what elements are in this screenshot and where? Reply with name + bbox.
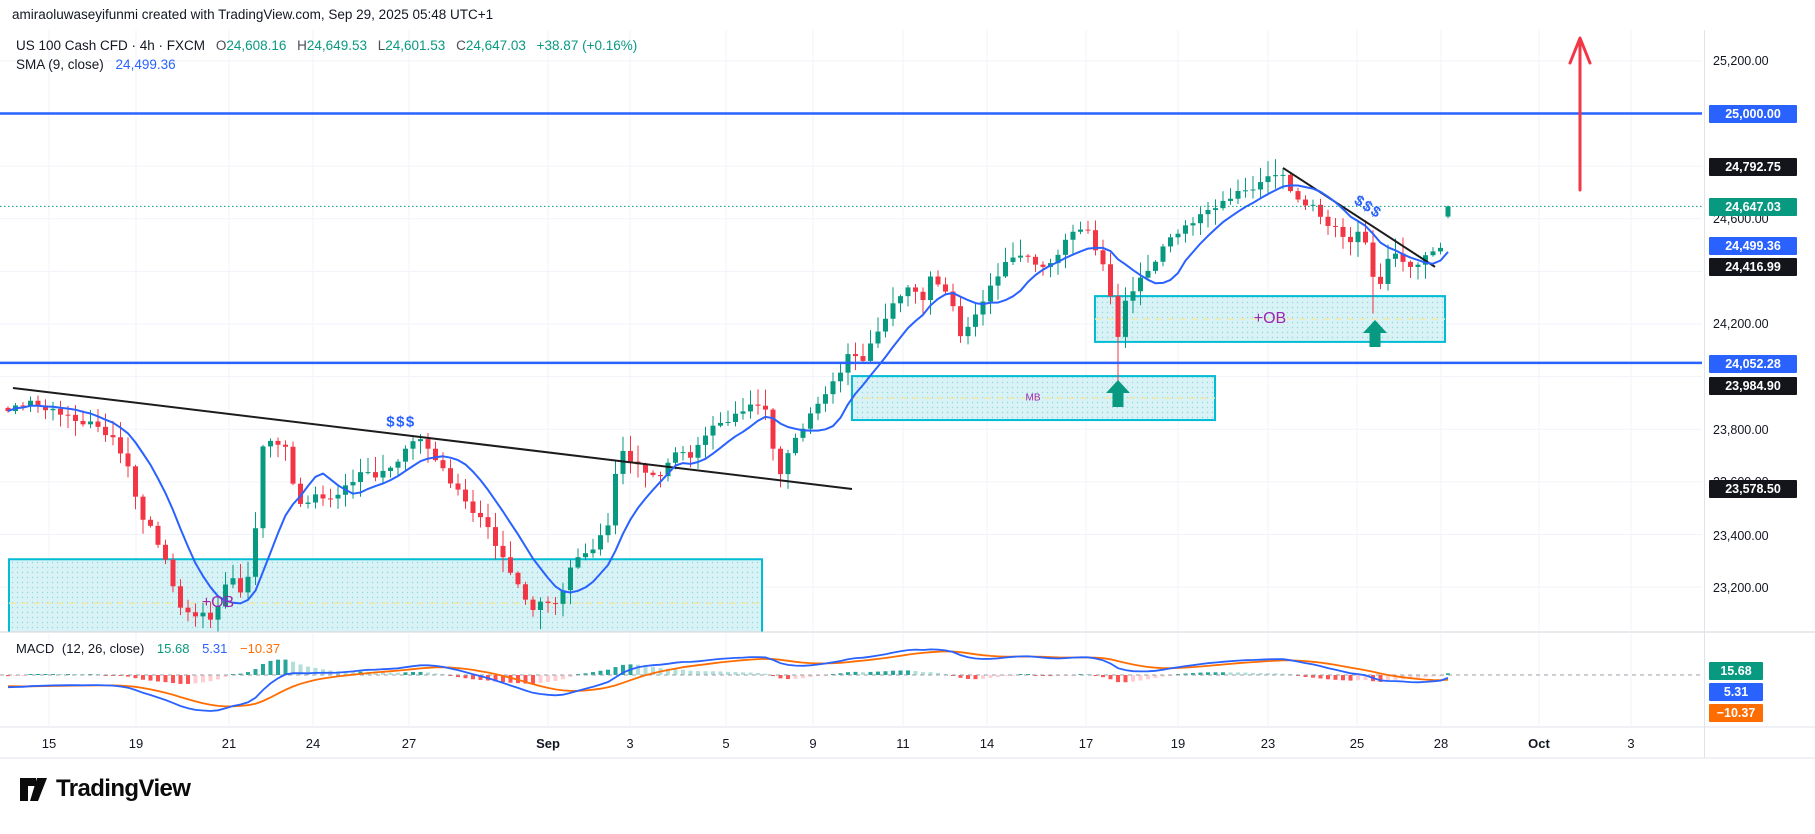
price-axis-label: 23,200.00 [1713,581,1769,595]
price-level-badge: 24,052.28 [1709,355,1797,373]
macd-params: (12, 26, close) [61,641,145,656]
close-label: C [456,38,466,53]
low-label: L [377,38,386,53]
sma-legend: SMA (9, close) 24,499.36 [16,57,176,72]
price-level-badge: 24,499.36 [1709,237,1797,255]
time-axis-label: Sep [536,736,560,751]
sma-title[interactable]: SMA (9, close) [16,57,104,72]
open-value: 24,608.16 [226,38,287,53]
change-value: +38.87 (+0.16%) [536,38,638,53]
time-axis-label: 5 [722,736,730,751]
price-axis-label: 25,200.00 [1713,54,1769,68]
sma-value: 24,499.36 [115,57,176,72]
time-axis-label: 27 [401,736,417,751]
price-axis-label: 23,800.00 [1713,423,1769,437]
time-axis-label: 21 [221,736,237,751]
macd-value-badge: 5.31 [1709,683,1763,701]
tradingview-logo[interactable]: TradingView [18,774,191,804]
macd-value-badge: −10.37 [1709,704,1763,722]
time-axis-label: 23 [1260,736,1276,751]
high-label: H [297,38,307,53]
price-axis-label: 23,400.00 [1713,529,1769,543]
tradingview-logo-icon [20,778,47,801]
time-axis-label: 3 [626,736,634,751]
time-axis-label: 9 [809,736,817,751]
time-axis-label: 17 [1078,736,1094,751]
order-block-low-label[interactable]: +OB [201,594,235,611]
symbol-legend: US 100 Cash CFD · 4h · FXCM O24,608.16 H… [16,38,637,53]
high-value: 24,649.53 [306,38,367,53]
order-block-high-label[interactable]: +OB [1253,310,1287,327]
time-axis-label: 15 [41,736,57,751]
price-level-badge: 24,416.99 [1709,258,1797,276]
price-level-badge: 23,578.50 [1709,480,1797,498]
time-axis-label: 28 [1433,736,1449,751]
time-axis-label: 3 [1627,736,1635,751]
price-level-badge: 24,792.75 [1709,158,1797,176]
time-axis-label: 11 [896,736,910,751]
macd-line-value: 5.31 [202,641,228,656]
tradingview-logo-text: TradingView [56,775,191,802]
macd-title[interactable]: MACD [16,641,55,656]
price-level-badge: 25,000.00 [1709,105,1797,123]
time-axis-label: 24 [305,736,321,751]
time-axis-label: Oct [1528,736,1550,751]
close-value: 24,647.03 [465,38,526,53]
symbol-title[interactable]: US 100 Cash CFD · 4h · FXCM [16,38,206,53]
mitigation-block-label[interactable]: MB [1025,392,1041,404]
time-axis-label: 19 [1170,736,1186,751]
macd-legend: MACD (12, 26, close) 15.68 5.31 −10.37 [16,641,280,656]
low-value: 24,601.53 [385,38,446,53]
price-level-badge: 24,647.03 [1709,198,1797,216]
time-axis-label: 25 [1349,736,1365,751]
attribution-text: amiraoluwaseyifunmi created with Trading… [12,7,494,22]
time-axis-label: 19 [128,736,144,751]
macd-histogram-value: 15.68 [156,641,190,656]
time-axis-label: 14 [979,736,995,751]
macd-value-badge: 15.68 [1709,662,1763,680]
open-label: O [215,38,227,53]
dollar-target-label-1[interactable]: $$$ [386,413,416,431]
price-level-badge: 23,984.90 [1709,377,1797,395]
price-axis-label: 24,200.00 [1713,317,1769,331]
macd-signal-value: −10.37 [240,641,281,656]
